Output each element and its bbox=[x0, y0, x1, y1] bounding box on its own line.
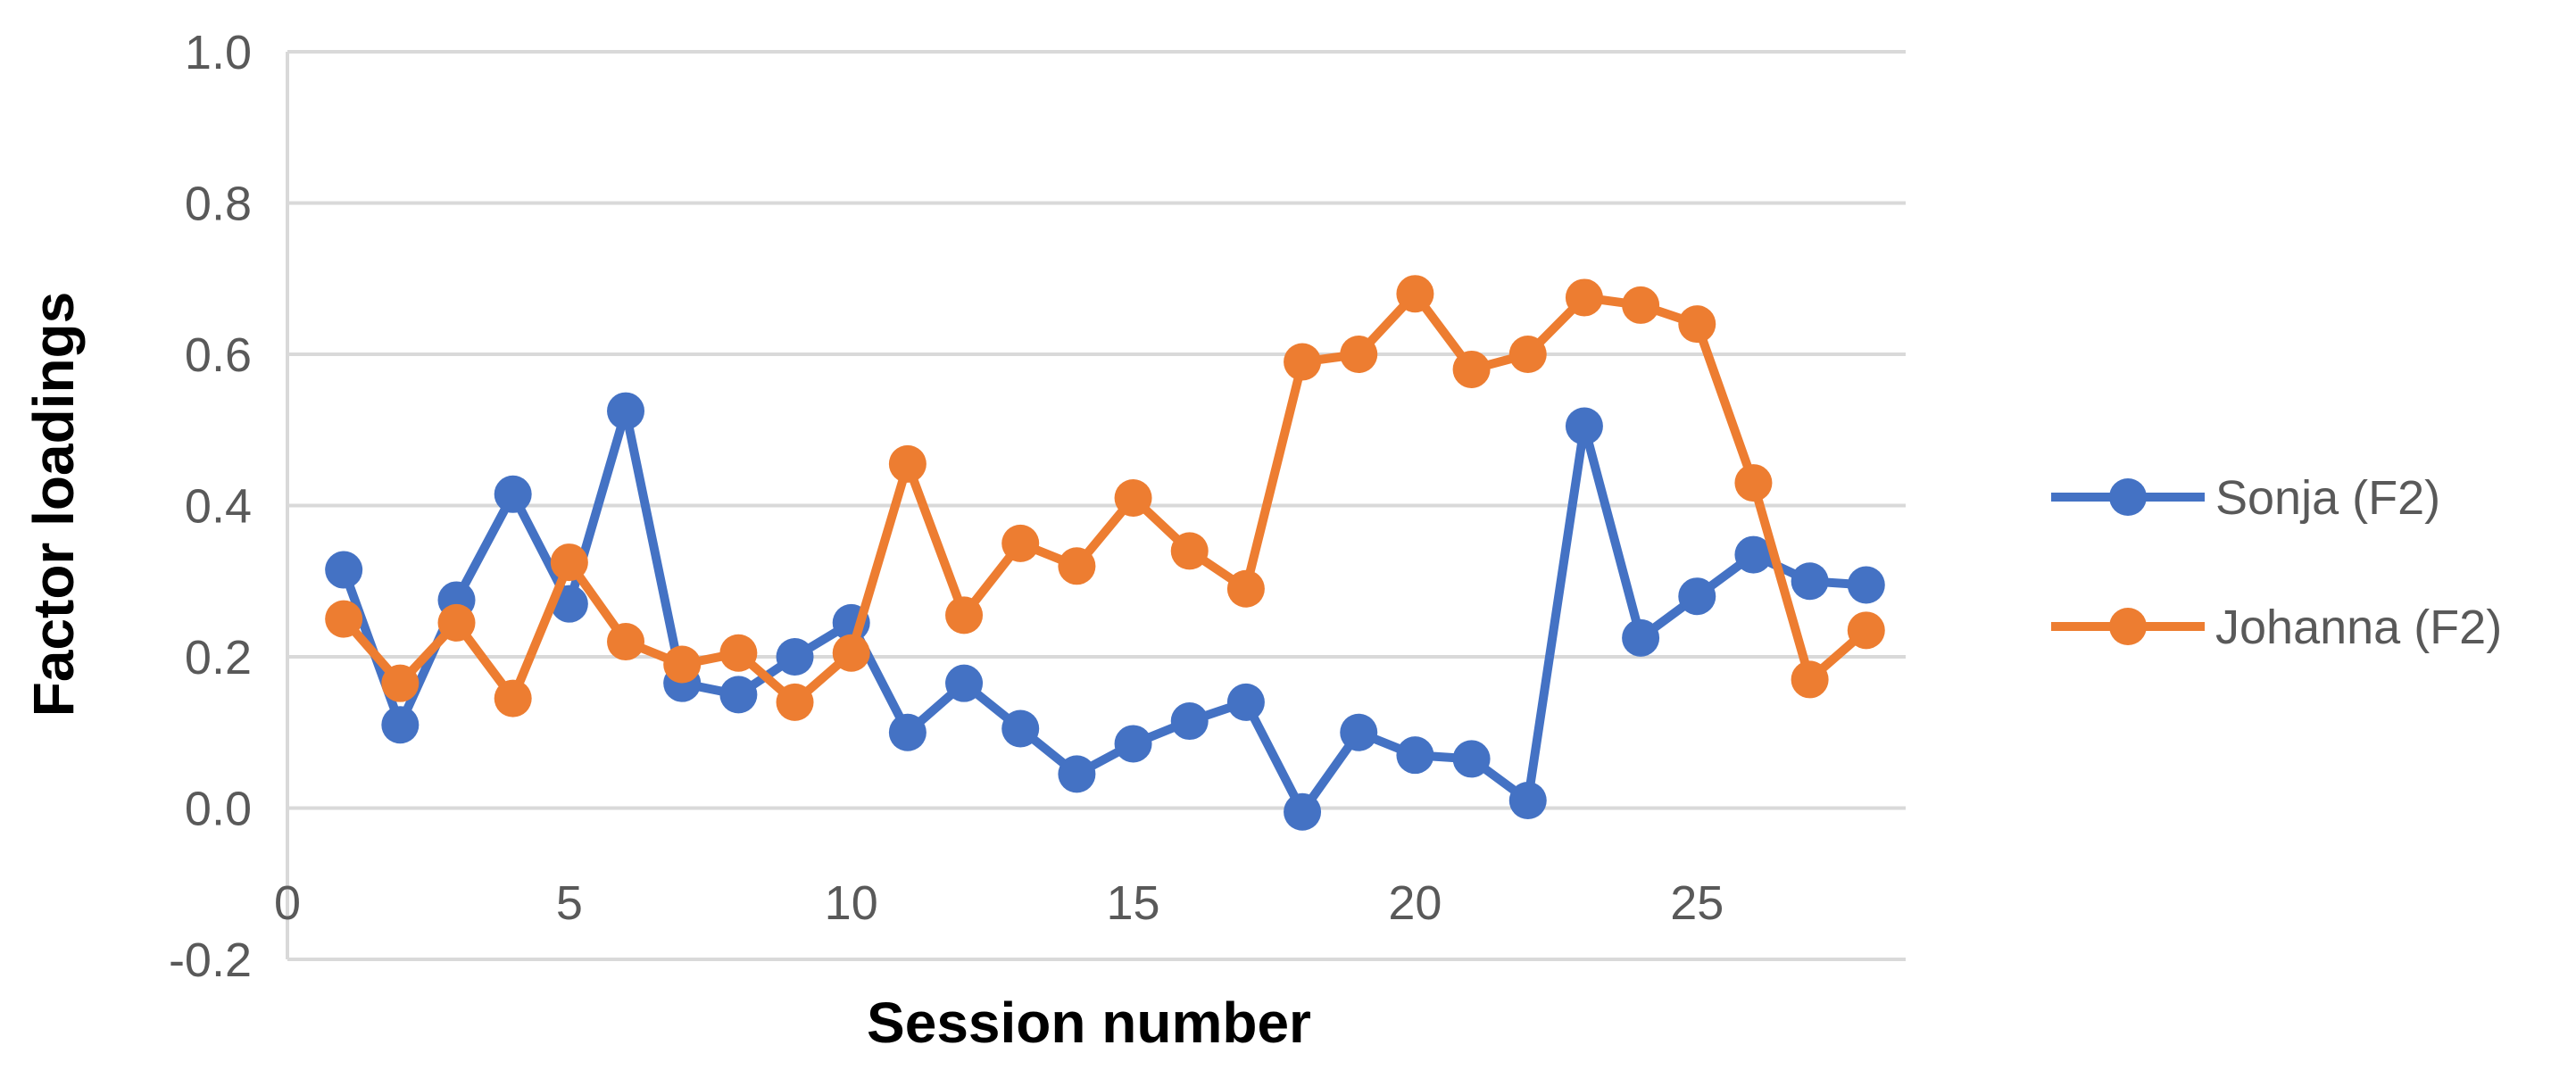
y-tick-label: 0.4 bbox=[185, 480, 252, 534]
data-point bbox=[607, 392, 645, 430]
data-point bbox=[607, 623, 645, 661]
data-point bbox=[1226, 683, 1265, 721]
data-point bbox=[1170, 702, 1209, 741]
y-tick-label: 1.0 bbox=[185, 26, 252, 79]
data-point bbox=[1508, 336, 1547, 373]
data-point bbox=[325, 551, 363, 589]
series-line bbox=[339, 406, 1871, 817]
data-point bbox=[1058, 755, 1096, 793]
x-tick-label: 0 bbox=[274, 876, 301, 930]
data-point bbox=[1734, 535, 1773, 574]
series-2 bbox=[325, 275, 1885, 721]
series-group bbox=[325, 275, 1885, 831]
data-point bbox=[1678, 305, 1716, 344]
data-point bbox=[1565, 407, 1603, 445]
y-axis-title: Factor loadings bbox=[21, 292, 86, 717]
x-tick-label: 10 bbox=[825, 876, 878, 930]
data-point bbox=[1284, 792, 1322, 831]
data-point bbox=[1001, 524, 1040, 562]
data-point bbox=[832, 634, 870, 672]
data-point bbox=[888, 713, 927, 751]
x-tick-label: 25 bbox=[1670, 876, 1724, 930]
y-tick-label: 0.2 bbox=[185, 631, 252, 684]
legend-marker bbox=[2109, 478, 2147, 516]
data-point bbox=[1396, 275, 1434, 313]
data-point bbox=[1622, 618, 1660, 657]
data-point bbox=[550, 543, 588, 582]
data-point bbox=[1622, 286, 1660, 324]
legend-item: Johanna (F2) bbox=[2051, 601, 2502, 654]
x-tick-label: 5 bbox=[556, 876, 583, 930]
data-point bbox=[1508, 782, 1547, 820]
data-point bbox=[1847, 566, 1885, 604]
data-point bbox=[719, 634, 758, 672]
data-point bbox=[494, 679, 532, 717]
y-tick-label: 0.8 bbox=[185, 178, 252, 231]
data-point bbox=[1170, 532, 1209, 570]
data-point bbox=[325, 600, 363, 638]
legend-item: Sonja (F2) bbox=[2051, 471, 2440, 525]
data-point bbox=[1058, 547, 1096, 585]
data-point bbox=[1284, 343, 1322, 381]
x-tick-label: 15 bbox=[1107, 876, 1160, 930]
legend: Sonja (F2) Johanna (F2) bbox=[2051, 471, 2502, 654]
x-axis-title: Session number bbox=[867, 991, 1311, 1055]
data-point bbox=[381, 706, 420, 744]
data-point bbox=[1340, 713, 1378, 751]
data-point bbox=[663, 645, 702, 684]
data-point bbox=[888, 444, 927, 483]
legend-marker bbox=[2109, 608, 2147, 645]
legend-label: Johanna (F2) bbox=[2215, 601, 2502, 654]
data-point bbox=[1791, 660, 1829, 699]
y-tick-label: -0.2 bbox=[169, 933, 252, 987]
y-tick-label: 0.0 bbox=[185, 783, 252, 836]
data-point bbox=[1114, 479, 1152, 518]
data-point bbox=[1791, 562, 1829, 601]
gridlines bbox=[287, 50, 1906, 810]
legend-label: Sonja (F2) bbox=[2215, 471, 2440, 525]
y-tick-label: 0.6 bbox=[185, 328, 252, 382]
data-point bbox=[1114, 725, 1152, 763]
data-point bbox=[1678, 577, 1716, 616]
data-point bbox=[1565, 278, 1603, 317]
series-line bbox=[339, 289, 1871, 707]
data-point bbox=[494, 475, 532, 513]
data-point bbox=[719, 676, 758, 714]
data-point bbox=[1452, 740, 1491, 778]
data-point bbox=[1340, 336, 1378, 373]
data-point bbox=[776, 638, 814, 676]
data-point bbox=[437, 603, 476, 642]
data-point bbox=[1847, 611, 1885, 650]
data-point bbox=[1452, 350, 1491, 388]
x-tick-label: 20 bbox=[1388, 876, 1442, 930]
data-point bbox=[1226, 569, 1265, 608]
data-point bbox=[1734, 464, 1773, 502]
data-point bbox=[381, 664, 420, 702]
y-tick-labels: -0.2 0.0 0.2 0.4 0.6 0.8 1.0 bbox=[169, 26, 252, 987]
data-point bbox=[776, 683, 814, 721]
data-point bbox=[945, 596, 984, 635]
data-point bbox=[1001, 709, 1040, 748]
data-point bbox=[1396, 736, 1434, 775]
x-tick-labels: 0 5 10 15 20 25 bbox=[274, 876, 1724, 930]
series-1 bbox=[325, 392, 1885, 831]
data-point bbox=[945, 664, 984, 702]
